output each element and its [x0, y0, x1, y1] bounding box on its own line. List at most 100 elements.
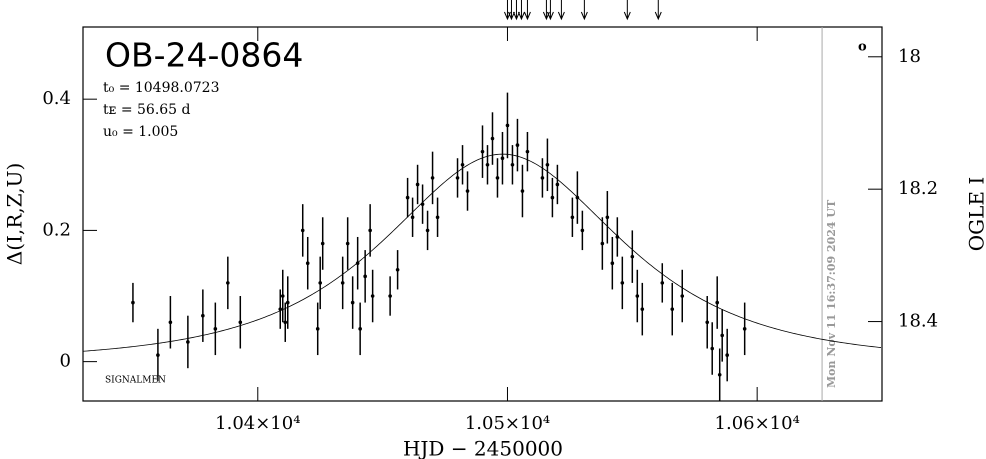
plot-frame — [82, 26, 883, 402]
data-point — [620, 281, 625, 285]
data-point — [395, 267, 400, 272]
data-point — [715, 300, 720, 305]
data-point — [358, 327, 362, 331]
data-point — [550, 195, 555, 200]
data-point — [213, 327, 218, 331]
data-point — [315, 327, 320, 331]
data-point — [710, 346, 715, 351]
y-axis-label: Δ(I,R,Z,U) — [3, 163, 27, 265]
data-point — [280, 294, 285, 298]
data-point — [742, 327, 747, 331]
annotation: t₀ = 10498.0723 — [103, 80, 219, 96]
data-point — [545, 162, 550, 167]
event-arrow — [546, 0, 554, 21]
data-point — [285, 300, 290, 305]
data-point — [410, 215, 415, 220]
data-point — [340, 281, 345, 285]
data-point — [168, 320, 173, 325]
event-arrow — [523, 0, 531, 21]
data-point — [368, 228, 372, 233]
data-point — [345, 241, 350, 246]
event-arrow — [557, 0, 565, 21]
data-point — [600, 241, 605, 246]
data-point — [505, 123, 510, 128]
y2-tick-label: 18.4 — [898, 311, 938, 332]
data-point — [300, 228, 305, 233]
data-point — [615, 235, 620, 239]
data-point — [420, 202, 425, 206]
annotation: o — [858, 40, 867, 55]
data-point — [355, 261, 360, 266]
data-point — [705, 320, 710, 325]
y-tick-label: 0 — [60, 351, 71, 372]
data-point — [238, 320, 243, 325]
data-point — [500, 156, 505, 161]
x-tick-label: 1.04×10⁴ — [215, 413, 300, 434]
data-point — [570, 215, 575, 220]
data-point — [318, 281, 323, 285]
data-point — [480, 149, 485, 154]
data-point — [460, 162, 465, 167]
data-point — [485, 162, 490, 167]
data-point — [635, 294, 640, 298]
data-point — [350, 300, 355, 305]
data-point — [555, 182, 560, 187]
data-point — [425, 228, 430, 233]
y-tick-label: 0.2 — [42, 219, 71, 240]
data-point — [540, 176, 545, 180]
y-tick-label: 0.4 — [42, 88, 71, 109]
timestamp: Mon Nov 11 16:37:09 2024 UT — [825, 199, 838, 388]
event-arrow — [504, 0, 511, 21]
data-point — [405, 195, 410, 200]
data-point — [515, 143, 520, 147]
data-point — [186, 340, 190, 344]
data-point — [465, 189, 470, 193]
data-point — [580, 228, 585, 233]
data-point — [201, 313, 205, 318]
data-point — [283, 320, 288, 325]
data-point — [370, 294, 375, 298]
data-point — [680, 294, 685, 298]
data-point — [435, 215, 440, 220]
data-point — [605, 215, 610, 220]
data-point — [640, 307, 645, 311]
event-arrow — [580, 0, 588, 21]
y2-axis-label: OGLE I — [965, 177, 986, 252]
data-point — [717, 372, 722, 377]
annotation: tᴇ = 56.65 d — [103, 102, 191, 118]
data-point — [455, 176, 460, 180]
event-arrow — [512, 0, 520, 21]
x-tick-label: 1.06×10⁴ — [715, 413, 800, 434]
data-point — [495, 176, 500, 180]
y2-tick-label: 18.2 — [898, 178, 938, 199]
event-arrow — [623, 0, 631, 21]
data-point — [363, 274, 367, 279]
data-point — [156, 353, 160, 357]
y2-tick-label: 18 — [898, 46, 921, 67]
data-point — [278, 307, 283, 311]
data-point — [490, 136, 495, 141]
chart-title: OB-24-0864 — [105, 36, 303, 75]
x-tick-label: 1.05×10⁴ — [465, 413, 550, 434]
event-arrow — [654, 0, 662, 21]
data-point — [415, 182, 420, 187]
data-point — [525, 149, 530, 154]
data-point — [510, 162, 515, 167]
annotation: SIGNALMEN — [105, 376, 166, 386]
data-point — [575, 195, 580, 200]
data-point — [670, 307, 675, 311]
x-axis-label: HJD − 2450000 — [403, 437, 563, 459]
data-point — [131, 300, 135, 305]
data-point — [660, 281, 665, 285]
event-arrow — [542, 0, 550, 21]
data-point — [520, 189, 525, 193]
data-point — [305, 261, 310, 266]
data-point — [388, 294, 392, 298]
event-arrow — [508, 0, 515, 21]
data-point — [725, 353, 729, 357]
annotation: u₀ = 1.005 — [103, 124, 178, 140]
data-point — [630, 254, 635, 259]
data-point — [430, 176, 435, 180]
event-arrow — [517, 0, 525, 21]
